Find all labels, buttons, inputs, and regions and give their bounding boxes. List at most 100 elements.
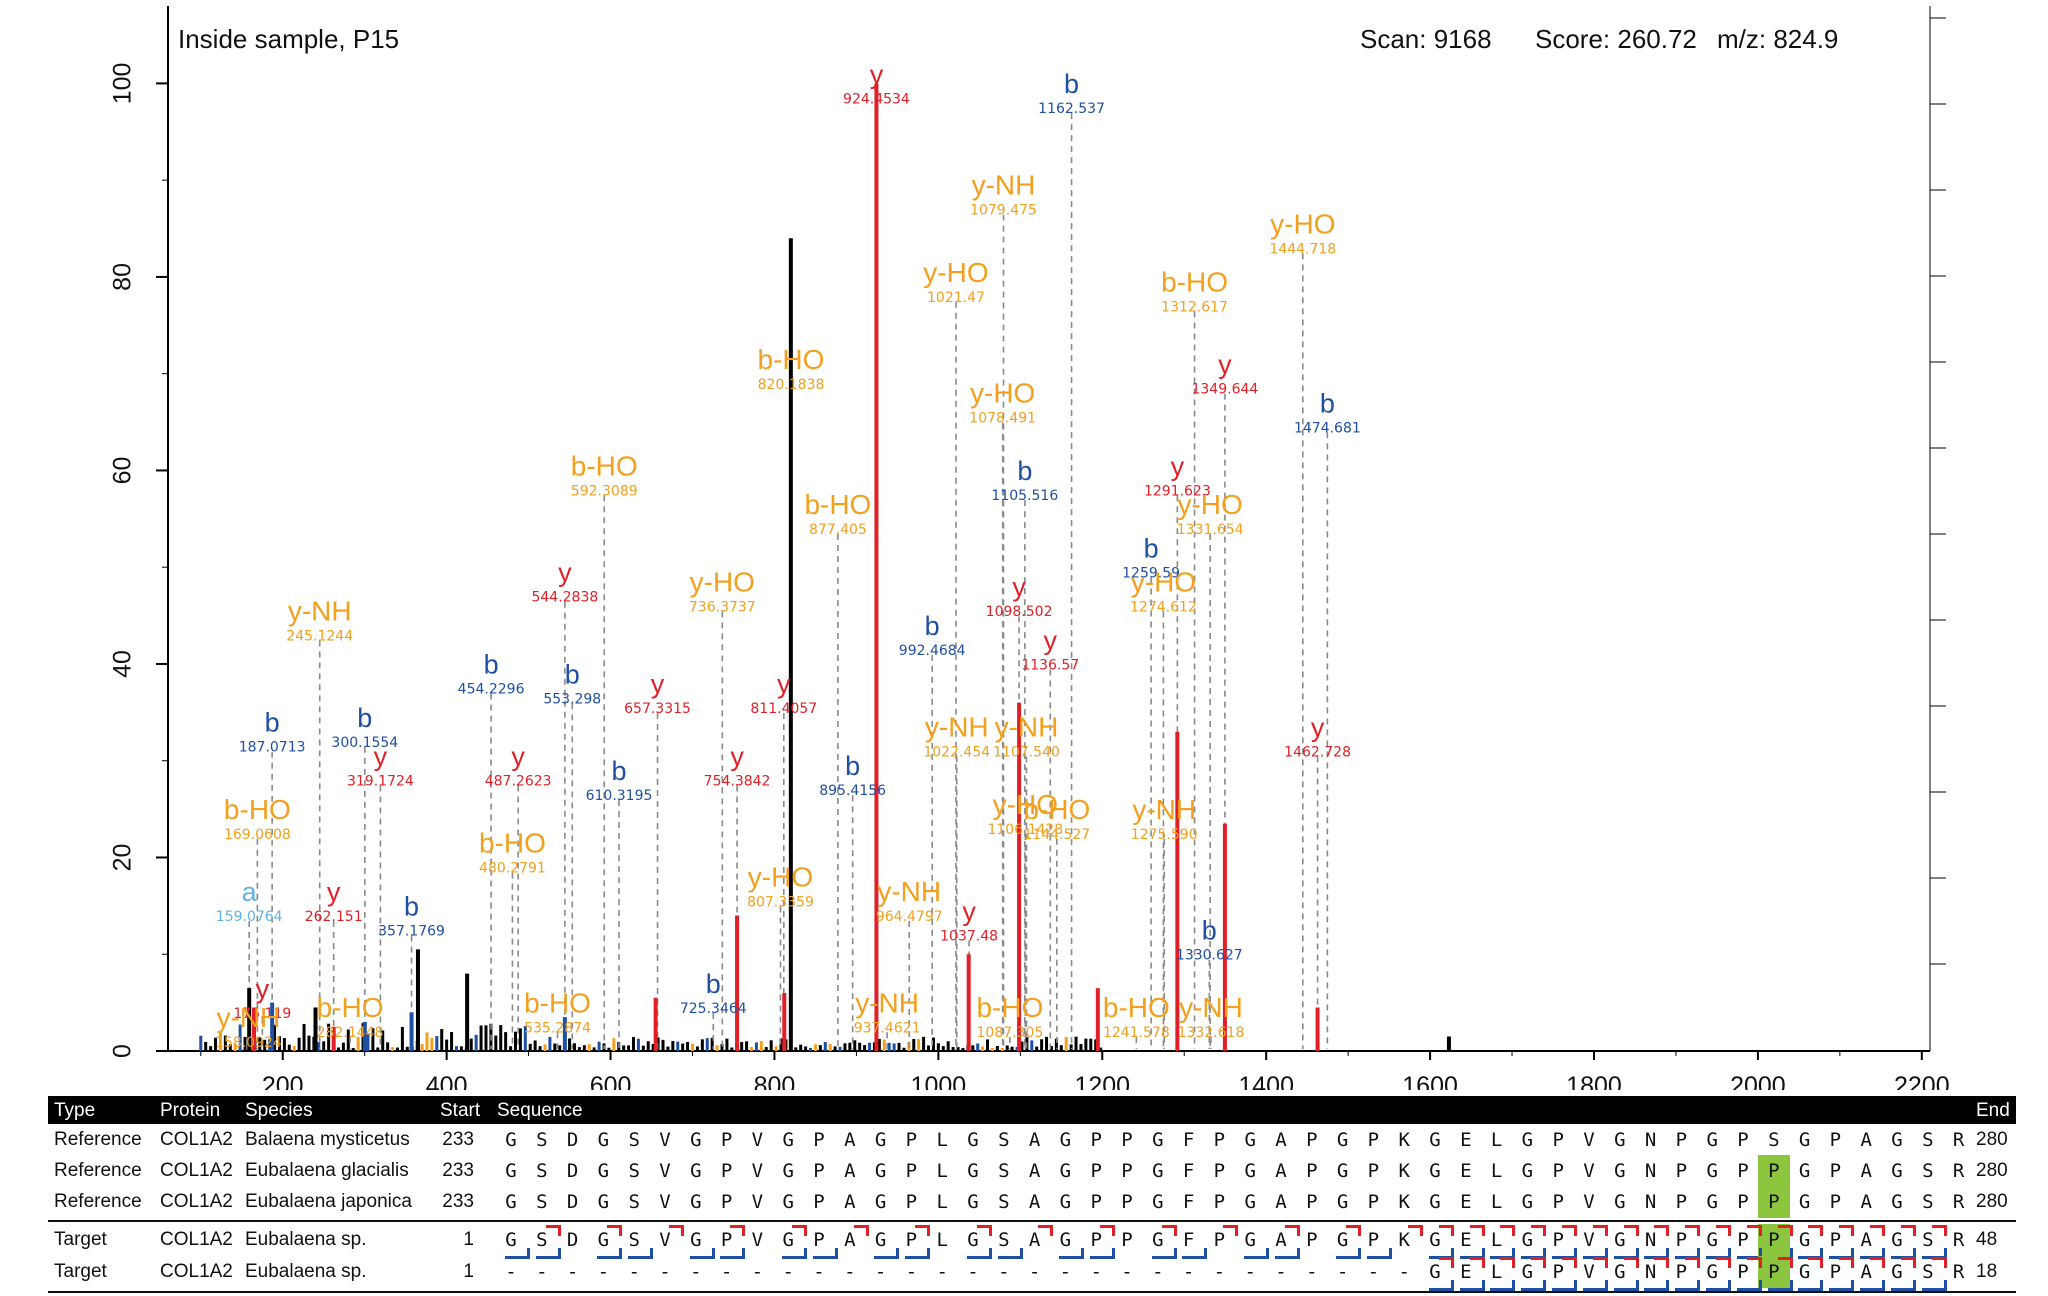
residue: A	[1860, 1229, 1872, 1251]
residue: G	[967, 1160, 979, 1182]
b-ion-bracket	[966, 1248, 992, 1259]
residue: S	[1922, 1229, 1934, 1251]
ion-mz-label: 158.0924	[215, 1035, 282, 1051]
y-tick-label: 20	[109, 844, 137, 872]
residue: -	[1182, 1261, 1195, 1283]
residue: S	[998, 1160, 1010, 1182]
residue: -	[536, 1261, 548, 1283]
residue: K	[1398, 1191, 1410, 1213]
residue: N	[1644, 1191, 1657, 1213]
ion-mz-label: 1241.578	[1103, 1025, 1170, 1041]
row-species: Eubalaena sp.	[245, 1261, 367, 1282]
residue: P	[1675, 1129, 1688, 1151]
residue: N	[1644, 1261, 1657, 1283]
score-label: Score: 260.72	[1535, 24, 1697, 54]
residue: P	[1552, 1129, 1564, 1151]
residue: G	[1521, 1261, 1534, 1283]
residue: G	[1521, 1129, 1534, 1151]
row-start: 1	[463, 1229, 474, 1250]
y-ion-bracket	[1839, 1225, 1855, 1236]
ion-type-label: y-NH	[995, 712, 1059, 743]
divider	[48, 1220, 2016, 1222]
y-ion-bracket	[1438, 1257, 1454, 1268]
residue: G	[1336, 1160, 1349, 1182]
residue: P	[1090, 1229, 1102, 1251]
residue: E	[1460, 1129, 1472, 1151]
residue: P	[1306, 1191, 1318, 1213]
residue: G	[1798, 1261, 1811, 1283]
residue: G	[597, 1229, 610, 1251]
ion-mz-label: 1144.527	[1023, 827, 1090, 843]
residue: -	[998, 1261, 1010, 1283]
ion-mz-label: 454.2296	[458, 682, 525, 698]
residue: P	[1306, 1129, 1318, 1151]
residue: G	[1521, 1229, 1534, 1251]
ion-mz-label: 319.1724	[347, 774, 414, 790]
ion-mz-label: 1332.618	[1178, 1025, 1245, 1041]
residue: P	[1213, 1191, 1226, 1213]
x-tick-label: 1200	[1074, 1072, 1130, 1090]
residue: P	[905, 1191, 918, 1213]
ion-mz-label: 937.4621	[854, 1020, 921, 1036]
residue: P	[1213, 1229, 1226, 1251]
residue: P	[1367, 1129, 1380, 1151]
y-ion-bracket	[1592, 1225, 1608, 1236]
y-ion-bracket	[1839, 1257, 1855, 1268]
y-ion-bracket	[1931, 1257, 1947, 1268]
residue: G	[1798, 1129, 1811, 1151]
ion-type-label: y	[870, 59, 884, 89]
ion-type-label: y-HO	[748, 862, 813, 893]
residue: -	[844, 1261, 856, 1283]
residue: G	[967, 1191, 979, 1213]
ion-type-label: y	[1171, 451, 1185, 481]
residue: G	[1059, 1229, 1072, 1251]
table-row: Reference COL1A2 Eubalaena japonica 233 G S D G…	[48, 1186, 2016, 1220]
residue: G	[1706, 1160, 1718, 1182]
residue: -	[597, 1261, 610, 1283]
residue: V	[751, 1129, 764, 1151]
ion-type-label: b-HO	[479, 828, 546, 859]
residue: G	[690, 1229, 702, 1251]
row-protein: COL1A2	[160, 1160, 233, 1181]
residue: -	[1213, 1261, 1226, 1283]
b-ion-bracket	[504, 1248, 530, 1259]
ion-mz-label: 1274.612	[1130, 599, 1197, 615]
b-ion-bracket	[720, 1248, 746, 1259]
residue: P	[1367, 1191, 1380, 1213]
residue: P	[1090, 1191, 1102, 1213]
y-ion-bracket	[1716, 1225, 1731, 1236]
y-ion-bracket	[1870, 1225, 1885, 1236]
row-protein: COL1A2	[160, 1261, 233, 1282]
row-type: Reference	[54, 1191, 142, 1212]
y-ion-bracket	[1562, 1257, 1577, 1268]
x-tick-label: 2200	[1894, 1072, 1950, 1090]
y-ion-bracket	[1469, 1225, 1485, 1236]
ion-mz-label: 924.4534	[843, 91, 910, 107]
residue: P	[1675, 1191, 1688, 1213]
b-ion-bracket	[782, 1248, 807, 1259]
residue: V	[1583, 1261, 1595, 1283]
y-ion-bracket	[668, 1225, 684, 1236]
residue: G	[1706, 1261, 1718, 1283]
ion-type-label: b	[1202, 916, 1217, 946]
residue: V	[659, 1229, 671, 1251]
residue: V	[659, 1191, 671, 1213]
residue: G	[782, 1229, 794, 1251]
residue: K	[1398, 1129, 1410, 1151]
residue: G	[1429, 1191, 1441, 1213]
b-ion-bracket	[1675, 1280, 1701, 1291]
highlight-cell	[1757, 1224, 1790, 1256]
residue: P	[1675, 1229, 1688, 1251]
ion-type-label: y-HO	[923, 257, 988, 288]
residue: A	[1860, 1191, 1872, 1213]
b-ion-bracket	[1182, 1248, 1208, 1259]
ion-mz-label: 245.1244	[286, 628, 353, 644]
b-ion-bracket	[1244, 1248, 1269, 1259]
residue: R	[1952, 1229, 1965, 1251]
residue: G	[1152, 1129, 1164, 1151]
ion-mz-label: 1330.627	[1176, 948, 1243, 964]
residue: R	[1952, 1160, 1965, 1182]
residue: P	[1737, 1261, 1749, 1283]
residue: S	[536, 1229, 548, 1251]
y-ion-bracket	[1284, 1225, 1300, 1236]
